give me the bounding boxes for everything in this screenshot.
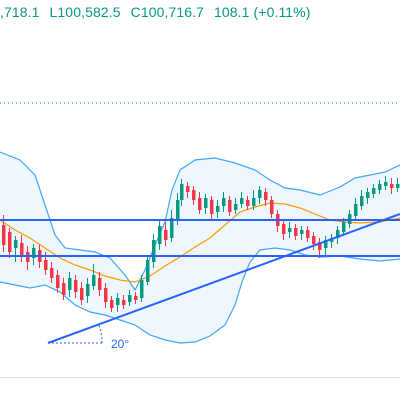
candle-body	[372, 188, 376, 194]
candle-body	[288, 228, 292, 232]
candle-body	[98, 278, 102, 290]
chart-bottom-border	[0, 377, 400, 378]
candle-body	[68, 278, 72, 290]
candle-body	[74, 280, 78, 292]
close-value: C100,716.7	[130, 4, 205, 20]
candle-body	[294, 228, 298, 236]
candle-body	[366, 192, 370, 198]
candle-body	[158, 226, 162, 244]
candle-body	[152, 240, 156, 262]
candle-body	[384, 182, 388, 186]
candle-body	[50, 268, 54, 278]
candle-body	[92, 275, 96, 286]
candle-body	[342, 222, 346, 232]
bollinger-upper-line	[0, 151, 400, 292]
candle-body	[210, 200, 214, 214]
candle-body	[170, 218, 174, 238]
candle-body	[354, 204, 358, 216]
candle-body	[216, 206, 220, 212]
candle-body	[198, 198, 202, 210]
candle-body	[146, 260, 150, 282]
candle-body	[186, 186, 190, 192]
candle-body	[312, 236, 316, 244]
candle-body	[104, 288, 108, 302]
low-value: L100,582.5	[49, 4, 121, 20]
candle-body	[360, 196, 364, 206]
candle-body	[270, 200, 274, 214]
candle-body	[44, 260, 48, 270]
candle-body	[324, 240, 328, 248]
candle-body	[164, 230, 168, 240]
candle-body	[228, 200, 232, 212]
candle-body	[180, 184, 184, 200]
candle-body	[282, 224, 286, 234]
candle-body	[20, 243, 24, 255]
angle-arc	[98, 324, 103, 344]
candle-body	[222, 198, 226, 206]
candle-body	[378, 184, 382, 190]
candle-body	[318, 242, 322, 250]
candle-body	[240, 198, 244, 204]
candle-body	[252, 198, 256, 206]
candle-body	[134, 296, 138, 300]
moving-average-line	[0, 202, 400, 283]
candle-body	[32, 248, 36, 258]
candle-body	[86, 284, 90, 296]
candle-body	[204, 198, 208, 208]
candle-body	[122, 300, 126, 305]
candle-body	[56, 275, 60, 288]
candle-body	[140, 280, 144, 298]
candle-body	[2, 225, 6, 245]
candle-body	[246, 200, 250, 206]
candle-body	[176, 200, 180, 220]
candle-body	[396, 184, 400, 188]
candle-body	[192, 190, 196, 200]
change-value: 108.1 (+0.11%)	[214, 4, 311, 20]
ohlc-legend: ,718.1 L100,582.5 C100,716.7 108.1 (+0.1…	[0, 4, 400, 24]
candle-body	[128, 295, 132, 302]
angle-label: 20°	[111, 337, 129, 351]
candle-body	[62, 283, 66, 295]
candle-body	[336, 230, 340, 238]
candle-body	[300, 230, 304, 234]
candle-body	[258, 190, 262, 198]
candle-body	[8, 232, 12, 252]
bollinger-band-fill	[0, 152, 400, 343]
candle-body	[234, 204, 238, 210]
candle-body	[14, 240, 18, 248]
candle-body	[264, 192, 268, 200]
candle-body	[110, 300, 114, 308]
candlestick-series	[2, 176, 400, 312]
candle-body	[116, 298, 120, 305]
candle-body	[306, 230, 310, 238]
trend-line[interactable]	[47, 213, 400, 344]
candle-body	[390, 184, 394, 188]
open-value: ,718.1	[0, 4, 40, 20]
candle-body	[80, 288, 84, 300]
